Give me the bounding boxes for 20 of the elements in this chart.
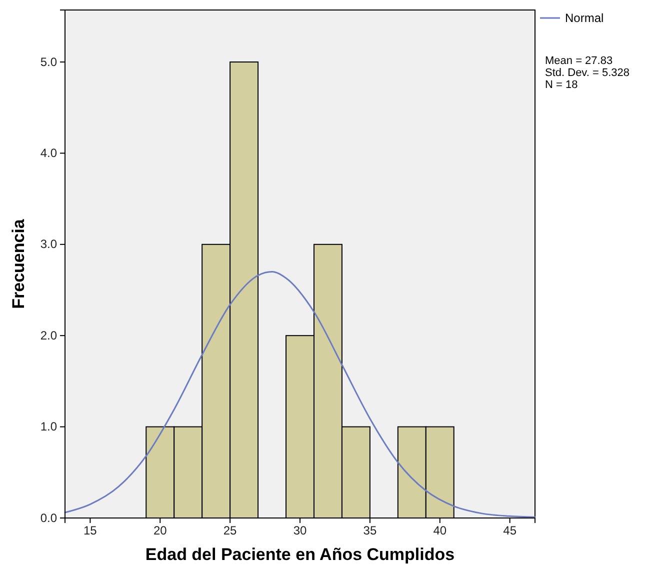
y-tick-label: 3.0 bbox=[40, 237, 58, 252]
x-tick-label: 15 bbox=[84, 524, 98, 538]
x-tick-label: 40 bbox=[433, 524, 447, 538]
x-tick-label: 30 bbox=[293, 524, 307, 538]
text: N = 18 bbox=[545, 79, 578, 91]
x-tick-label: 35 bbox=[363, 524, 377, 538]
y-tick-label: 2.0 bbox=[40, 328, 58, 342]
line-series bbox=[64, 271, 536, 518]
legend-label: Normal bbox=[565, 11, 604, 25]
x-axis-title: Edad del Paciente en Años Cumplidos bbox=[145, 545, 455, 564]
y-tick-label: 5.0 bbox=[40, 54, 58, 69]
x-tick-label: 45 bbox=[503, 524, 517, 538]
y-tick-label: 1.0 bbox=[40, 420, 58, 434]
x-tick-label: 25 bbox=[223, 524, 238, 538]
y-axis-title: Frecuencia bbox=[9, 218, 28, 309]
text: Mean = 27.83 bbox=[545, 55, 613, 67]
y-tick-label: 0.0 bbox=[40, 510, 58, 525]
y-tick-label: 4.0 bbox=[40, 146, 58, 160]
text: Std. Dev. = 5.328 bbox=[545, 67, 630, 79]
x-tick-label: 20 bbox=[153, 524, 168, 538]
